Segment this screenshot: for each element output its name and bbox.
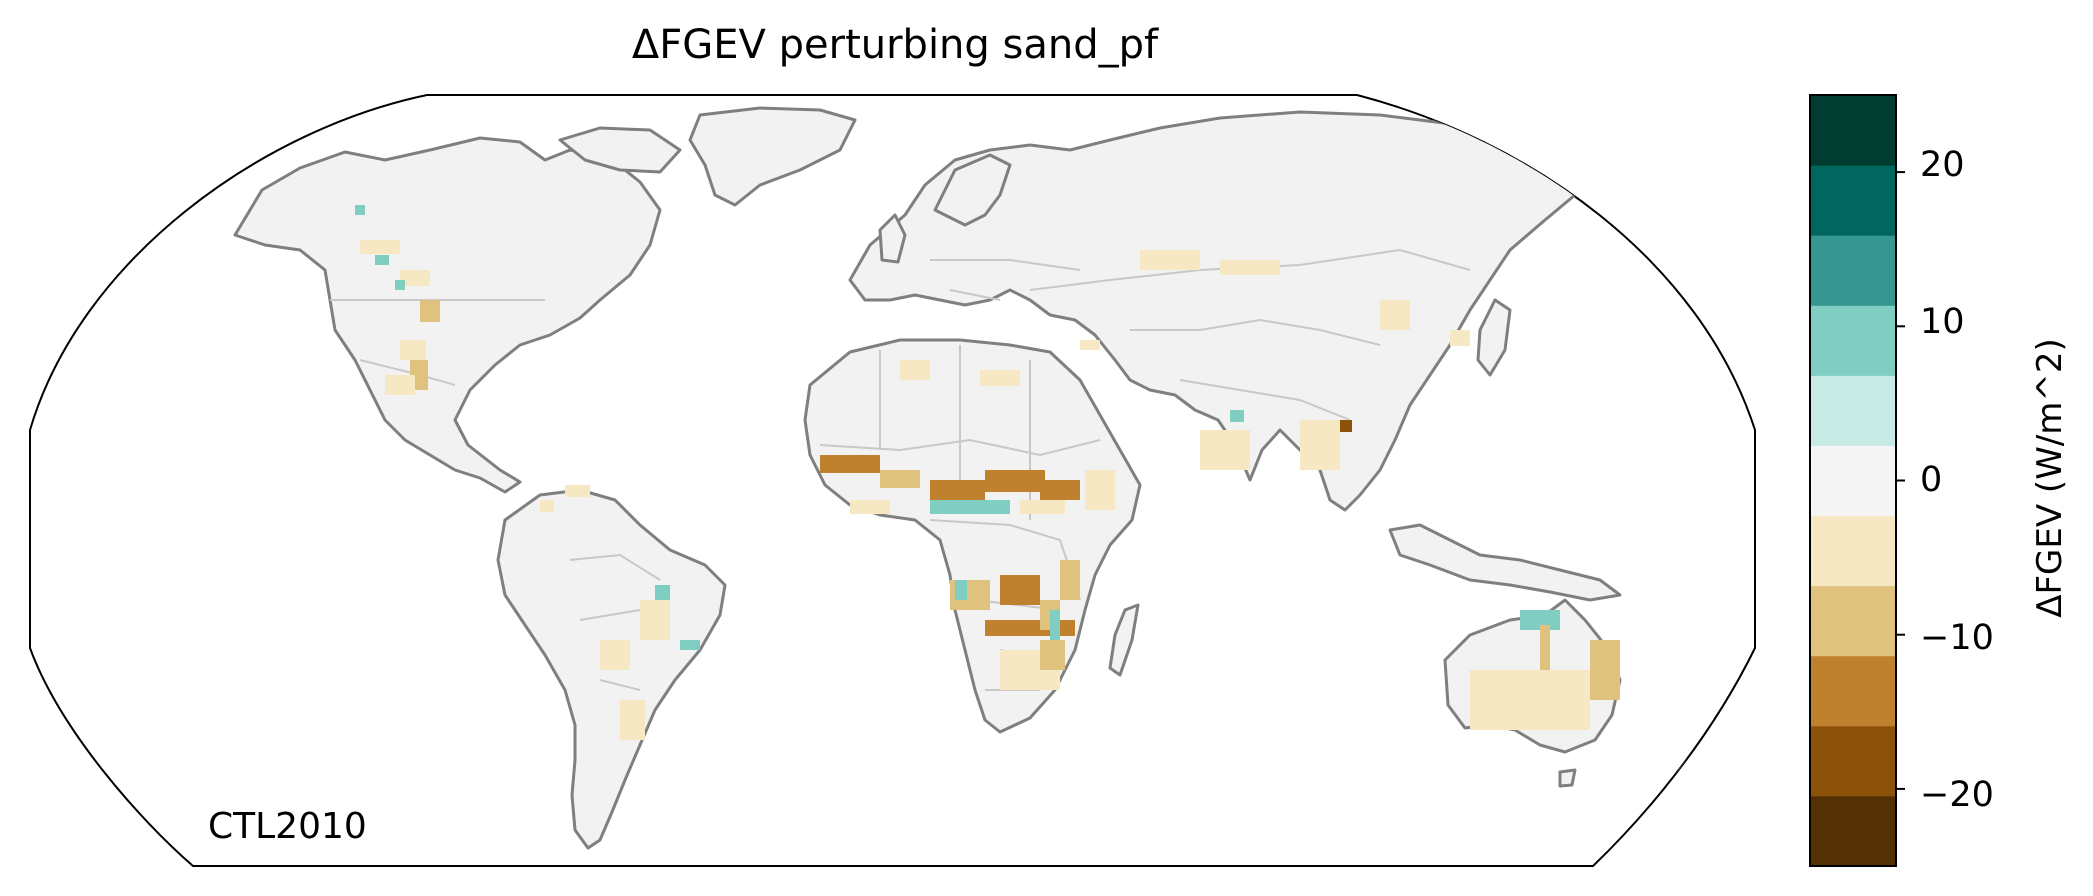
- data-cell: [565, 485, 590, 497]
- data-cell: [1000, 575, 1040, 605]
- run-label: CTL2010: [208, 806, 367, 847]
- colorbar-swatch: [1810, 165, 1896, 236]
- data-cell: [930, 500, 1010, 514]
- data-cell: [1050, 610, 1060, 640]
- data-cell: [640, 600, 670, 640]
- colorbar-tick-label: −20: [1920, 775, 1994, 815]
- data-cell: [400, 340, 426, 360]
- data-cell: [1340, 420, 1352, 432]
- data-cell: [1230, 410, 1244, 422]
- data-cell: [1040, 640, 1065, 670]
- colorbar-swatch: [1810, 95, 1896, 166]
- data-cell: [1085, 470, 1115, 510]
- data-cell: [1060, 560, 1080, 600]
- eurasia-landmass: [848, 110, 1577, 512]
- colorbar-label: ΔFGEV (W/m^2): [2030, 338, 2070, 618]
- data-cell: [355, 205, 365, 215]
- data-cell: [1200, 430, 1250, 470]
- data-cell: [850, 500, 890, 514]
- data-cell: [1300, 420, 1340, 470]
- colorbar-swatch: [1810, 305, 1896, 376]
- colorbar-swatch: [1810, 585, 1896, 657]
- data-cell: [930, 480, 985, 500]
- colorbar-tick-label: 0: [1920, 460, 1943, 500]
- data-cell: [1590, 640, 1620, 700]
- data-cell: [395, 280, 405, 290]
- data-cell: [620, 700, 645, 740]
- maritime-asia-landmass: [1388, 523, 1622, 602]
- data-cell: [1450, 330, 1470, 346]
- british-isles-landmass: [878, 213, 907, 264]
- colorbar: [1809, 94, 1905, 867]
- data-cell: [600, 640, 630, 670]
- data-cell: [900, 360, 930, 380]
- madagascar-landmass: [1108, 603, 1140, 677]
- scandinavia-landmass: [933, 153, 1012, 227]
- data-cell: [360, 240, 400, 254]
- data-cell: [980, 370, 1020, 386]
- colorbar-tick-label: 10: [1920, 302, 1965, 342]
- data-cell: [680, 640, 700, 650]
- data-cells: [355, 205, 1620, 740]
- data-cell: [1220, 260, 1280, 275]
- colorbar-tick-label: −10: [1920, 618, 1994, 658]
- data-cell: [400, 270, 430, 286]
- colorbar-swatch: [1810, 795, 1896, 867]
- colorbar-swatch: [1810, 235, 1896, 306]
- figure-title: ΔFGEV perturbing sand_pf: [631, 22, 1159, 68]
- data-cell: [1380, 300, 1410, 330]
- colorbar-swatch: [1810, 725, 1896, 797]
- colorbar-swatch: [1810, 375, 1896, 446]
- colorbar-swatch: [1810, 515, 1896, 587]
- data-cell: [540, 500, 554, 512]
- data-cell: [955, 580, 967, 600]
- greenland-landmass: [688, 106, 857, 207]
- data-cell: [1500, 700, 1560, 730]
- data-cell: [1140, 250, 1200, 270]
- data-cell: [375, 255, 389, 265]
- data-cell: [420, 300, 440, 322]
- colorbar-tick-label: 20: [1920, 145, 1965, 185]
- data-cell: [1040, 480, 1080, 500]
- colorbar-swatch: [1810, 445, 1896, 517]
- data-cell: [985, 470, 1045, 492]
- data-cell: [1080, 340, 1100, 350]
- arctic-islands: [558, 126, 682, 174]
- colorbar-swatch: [1810, 655, 1896, 727]
- tasmania-landmass: [1558, 768, 1577, 788]
- japan-landmass: [1476, 298, 1512, 377]
- data-cell: [880, 470, 920, 488]
- data-cell: [1020, 500, 1065, 514]
- data-cell: [385, 375, 415, 395]
- data-cell: [820, 455, 880, 473]
- north-america-landmass: [233, 136, 662, 494]
- map-content: [233, 106, 1707, 850]
- data-cell: [985, 620, 1075, 636]
